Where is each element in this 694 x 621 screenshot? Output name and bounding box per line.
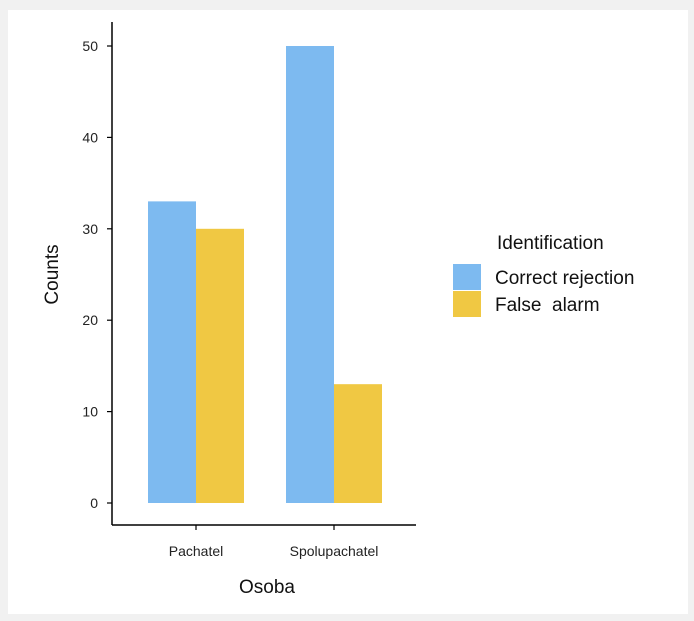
legend: Identification Correct rejection False al… [453, 233, 634, 317]
legend-label: False alarm [495, 295, 600, 316]
legend-items: Correct rejection False alarm [453, 264, 634, 317]
bar-spolupachatel-false-alarm [334, 384, 382, 503]
legend-key-correct-rejection [453, 264, 481, 290]
y-tick-label: 10 [82, 404, 98, 420]
bar-spolupachatel-correct-rejection [286, 46, 334, 503]
legend-key-false-alarm [453, 291, 481, 317]
legend-label: Correct rejection [495, 268, 634, 289]
y-ticks-group: 0 10 20 30 40 50 [82, 38, 112, 511]
legend-title: Identification [497, 233, 604, 254]
bar-pachatel-correct-rejection [148, 201, 196, 503]
y-tick-label: 50 [82, 38, 98, 54]
y-tick-label: 0 [90, 495, 98, 511]
chart-panel [8, 10, 688, 614]
bar-pachatel-false-alarm [196, 228, 244, 504]
x-tick-label: Pachatel [169, 543, 223, 559]
x-axis-title: Osoba [239, 577, 295, 598]
x-tick-label: Spolupachatel [290, 543, 379, 559]
y-tick-label: 30 [82, 221, 98, 237]
y-tick-label: 40 [82, 129, 98, 145]
y-tick-label: 20 [82, 312, 98, 328]
bars-group [148, 46, 382, 504]
y-axis-title: Counts [42, 244, 63, 304]
x-ticks-group: Pachatel Spolupachatel [169, 525, 379, 559]
